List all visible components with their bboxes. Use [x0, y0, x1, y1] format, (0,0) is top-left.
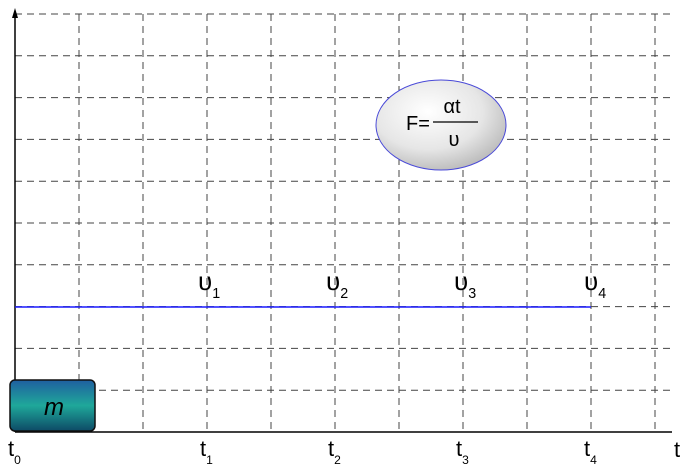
- velocity-label: υ2: [326, 266, 348, 302]
- time-label: t0: [8, 436, 21, 467]
- velocity-label: υ4: [584, 266, 606, 302]
- grid: [15, 14, 672, 432]
- velocity-label-symbol: υ: [584, 266, 598, 296]
- formula-denominator: υ: [449, 129, 460, 151]
- velocity-label-symbol: υ: [454, 266, 468, 296]
- axis-label: t: [674, 437, 680, 462]
- time-label-subscript: 3: [462, 453, 469, 467]
- time-label-subscript: 0: [14, 453, 21, 467]
- formula-bubble: [376, 80, 506, 170]
- velocity-label-symbol: υ: [326, 266, 340, 296]
- time-label-subscript: 4: [590, 453, 597, 467]
- formula-numerator: αt: [443, 96, 461, 118]
- velocity-label-subscript: 3: [468, 286, 476, 302]
- time-label: t3: [456, 436, 469, 467]
- time-label-subscript: 1: [206, 453, 213, 467]
- mass-label: m: [44, 394, 64, 421]
- time-label: t4: [584, 436, 597, 467]
- velocity-label: υ1: [198, 266, 220, 302]
- velocity-label-subscript: 1: [212, 286, 220, 302]
- formula-lhs: F=: [406, 113, 430, 135]
- time-label-subscript: 2: [334, 453, 341, 467]
- time-label: t1: [200, 436, 213, 467]
- velocity-label: υ3: [454, 266, 476, 302]
- velocity-label-symbol: υ: [198, 266, 212, 296]
- velocity-label-subscript: 2: [340, 286, 348, 302]
- diagram: F= αt υ m t υ1υ2υ3υ4t0t1t2t3t4: [0, 0, 686, 468]
- time-label: t2: [328, 436, 341, 467]
- axis-arrow: [12, 8, 18, 18]
- velocity-label-subscript: 4: [598, 286, 606, 302]
